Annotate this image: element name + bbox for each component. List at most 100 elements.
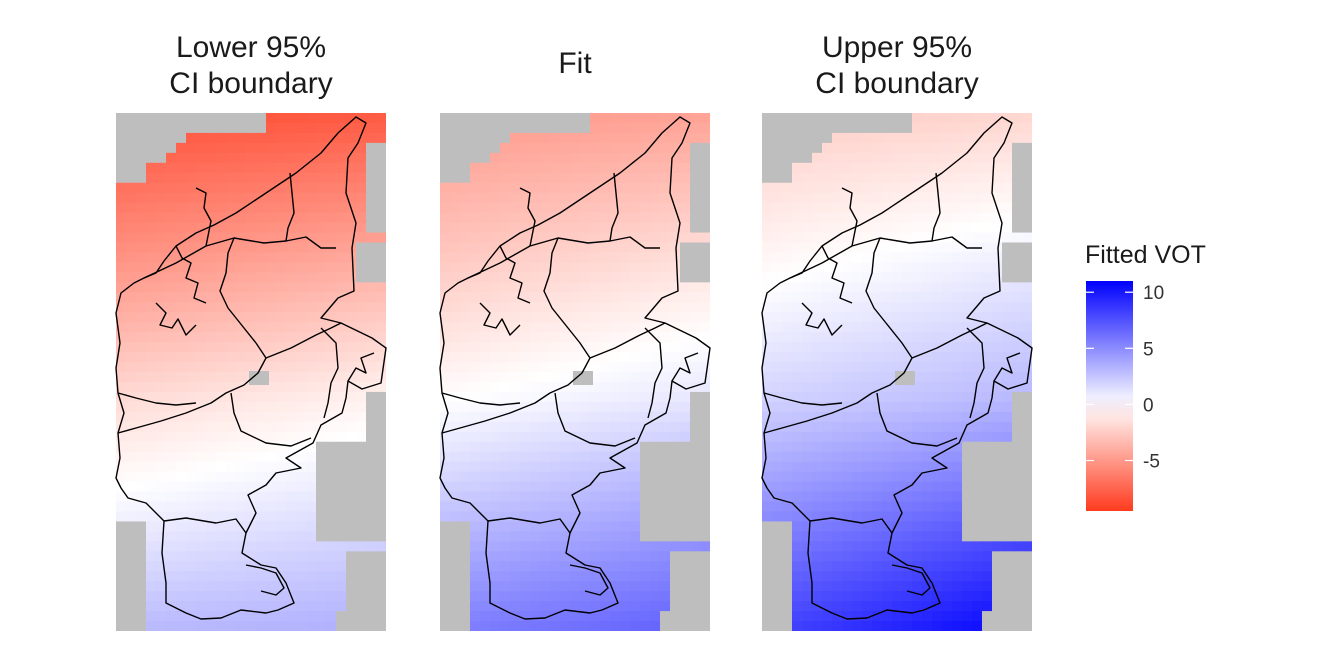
heatmap-cell [762,401,773,413]
heatmap-cell [690,431,701,443]
heatmap-cell [762,451,773,463]
heatmap-cell [600,162,611,174]
heatmap-cell [470,172,481,184]
heatmap-cell [812,132,823,144]
heatmap-cell [246,172,257,184]
heatmap-cell [356,421,367,433]
heatmap-cell [440,362,451,373]
heatmap-cell [792,471,803,483]
heatmap-cell [842,601,853,612]
region-boundary-line [285,172,295,242]
heatmap-cell [802,431,813,443]
heatmap-cell [912,481,923,493]
heatmap-cell [902,132,913,144]
heatmap-cell [296,312,307,323]
heatmap-cell [630,122,641,134]
heatmap-cell [700,511,710,523]
heatmap-cell [650,372,661,383]
heatmap-cell [146,352,157,363]
heatmap-cell [156,571,167,582]
heatmap-cell [892,202,903,214]
heatmap-cell [640,551,651,562]
heatmap-cell [356,282,367,293]
heatmap-cell [470,132,481,144]
heatmap-cell [176,242,187,254]
heatmap-cell [346,232,357,244]
heatmap-cell [822,292,833,303]
heatmap-cell [236,362,247,373]
heatmap-cell [1002,491,1013,503]
heatmap-cell [520,272,531,283]
heatmap-cell [670,431,681,443]
heatmap-cell [862,411,873,423]
heatmap-cell [560,541,571,552]
heatmap-cell [316,391,327,403]
heatmap-cell [366,511,377,523]
heatmap-cell [510,461,521,473]
heatmap-cell [570,471,581,483]
heatmap-cell [176,521,187,532]
region-boundary-line [143,236,336,279]
heatmap-cell [156,252,167,264]
heatmap-cell [952,192,963,204]
heatmap-cell [136,561,147,572]
heatmap-cell [246,411,257,423]
heatmap-cell [146,541,157,552]
heatmap-cell [792,511,803,523]
heatmap-cell [236,372,247,383]
heatmap-cell [276,461,287,473]
heatmap-cell [500,142,511,154]
heatmap-cell [912,212,923,224]
heatmap-cell [440,601,451,612]
heatmap-cell [822,541,833,552]
heatmap-cell [510,531,521,542]
heatmap-cell [276,262,287,273]
heatmap-cell [700,531,710,542]
heatmap-cell [510,282,521,293]
heatmap-cell [306,302,317,313]
heatmap-cell [600,342,611,353]
heatmap-cell [660,322,671,333]
heatmap-cell [236,581,247,592]
heatmap-cell [440,451,451,463]
heatmap-cell [842,332,853,343]
heatmap-cell [356,461,367,473]
heatmap-cell [306,192,317,204]
heatmap-cell [640,491,651,503]
heatmap-cell [286,571,297,582]
heatmap-cell [610,202,621,214]
heatmap-cell [832,611,843,622]
heatmap-cell [236,391,247,403]
heatmap-cell [640,152,651,164]
heatmap-cell [206,272,217,283]
heatmap-cell [952,611,963,622]
heatmap-cell [822,142,833,154]
heatmap-cell [962,142,973,154]
heatmap-cell [276,551,287,562]
heatmap-cell [1022,581,1032,592]
heatmap-cell [520,132,531,144]
heatmap-cell [316,322,327,333]
heatmap-cell [196,551,207,562]
heatmap-cell [772,541,783,552]
heatmap-cell [832,491,843,503]
heatmap-cell [640,192,651,204]
heatmap-cell [560,142,571,154]
heatmap-cell [792,352,803,363]
heatmap-cell [376,581,386,592]
heatmap-cell [366,601,377,612]
heatmap-cell [560,501,571,513]
heatmap-cell [832,292,843,303]
heatmap-cell [690,481,701,493]
heatmap-cell [822,302,833,313]
heatmap-cell [366,541,377,552]
heatmap-cell [822,113,833,124]
heatmap-cell [580,421,591,433]
heatmap-cell [982,621,993,631]
heatmap-cell [500,481,511,493]
heatmap-cell [520,461,531,473]
heatmap-cell [460,222,471,234]
heatmap-cell [450,232,461,244]
heatmap-cell [376,481,386,493]
